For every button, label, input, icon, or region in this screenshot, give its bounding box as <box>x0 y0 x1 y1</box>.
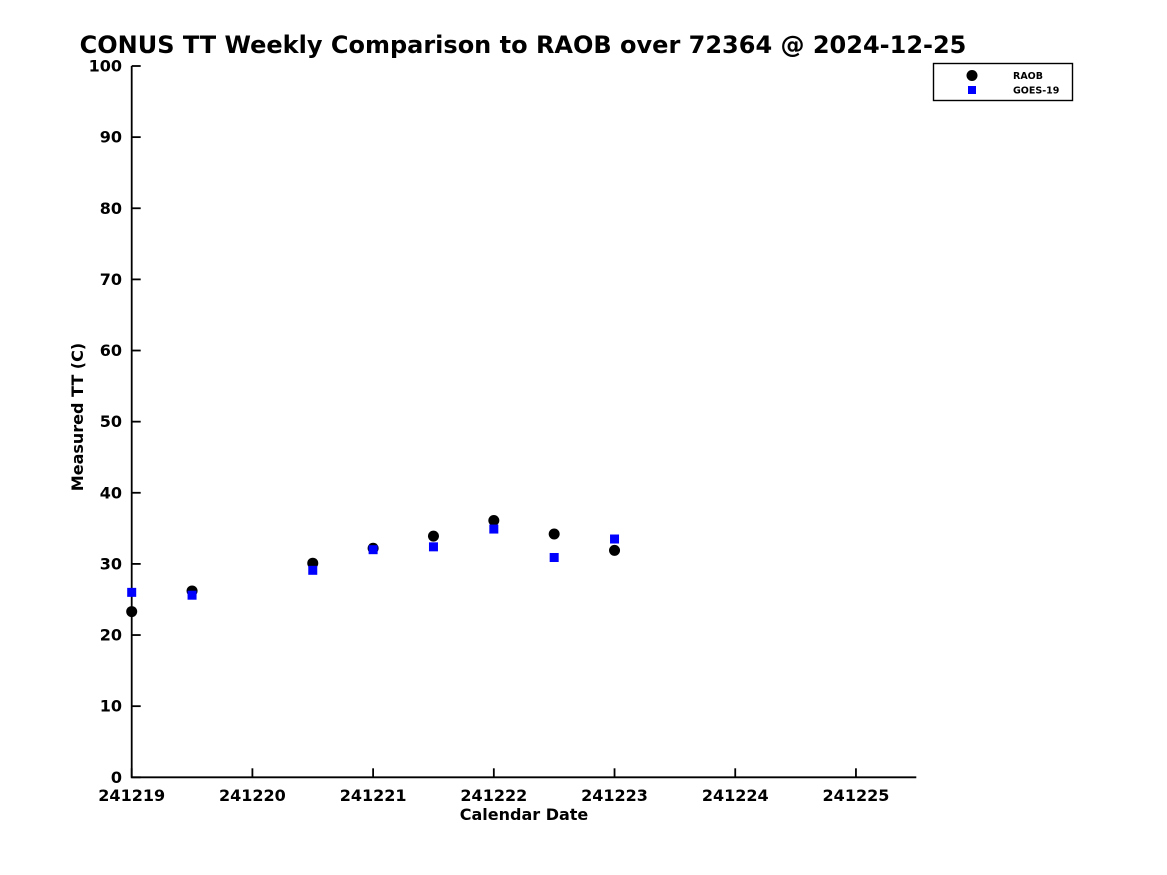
x-tick-label: 241220 <box>219 786 286 805</box>
y-axis-label: Measured TT (C) <box>68 343 87 491</box>
y-tick-label: 20 <box>100 626 122 645</box>
data-point-goes-19 <box>127 587 137 597</box>
data-point-goes-19 <box>187 590 197 600</box>
data-points <box>126 515 621 618</box>
y-tick-label: 0 <box>111 768 122 787</box>
legend-label: RAOB <box>1013 71 1043 82</box>
legend-box <box>932 62 1074 102</box>
y-tick-label: 10 <box>100 697 122 716</box>
data-point-raob <box>488 515 500 527</box>
x-tick-label: 241222 <box>460 786 527 805</box>
legend-label: GOES-19 <box>1013 86 1059 97</box>
legend-marker-goes-19 <box>968 86 976 94</box>
data-point-goes-19 <box>489 524 499 534</box>
data-point-goes-19 <box>428 542 438 552</box>
y-tick-label: 80 <box>100 199 122 218</box>
legend-marker-raob <box>966 70 978 81</box>
axis-spines <box>130 66 917 779</box>
x-tick-label: 241225 <box>823 786 890 805</box>
plot-axes: 241219 241220 241221 241222 241223 241224 2412… <box>89 57 917 805</box>
data-point-raob <box>126 606 138 618</box>
y-tick-label: 40 <box>100 483 122 502</box>
y-tick-label: 70 <box>100 270 122 289</box>
x-tick-label: 241221 <box>340 786 407 805</box>
y-tick-label: 30 <box>100 554 122 573</box>
legend: RAOB GOES-19 <box>932 62 1074 102</box>
data-point-goes-19 <box>549 553 559 563</box>
y-tick-label: 50 <box>100 412 122 431</box>
y-tick-label: 90 <box>100 128 122 147</box>
x-tick-label: 241223 <box>581 786 648 805</box>
data-point-goes-19 <box>308 565 318 575</box>
data-point-raob <box>609 544 621 556</box>
x-tick-label: 241219 <box>98 786 165 805</box>
chart-title: CONUS TT Weekly Comparison to RAOB over … <box>80 31 967 59</box>
data-point-goes-19 <box>610 534 620 544</box>
data-point-raob <box>427 530 439 542</box>
data-point-goes-19 <box>368 545 378 555</box>
y-tick-label: 100 <box>89 57 122 76</box>
y-tick-label: 60 <box>100 341 122 360</box>
x-axis-label: Calendar Date <box>460 805 589 824</box>
x-tick-label: 241224 <box>702 786 769 805</box>
data-point-raob <box>548 528 560 540</box>
